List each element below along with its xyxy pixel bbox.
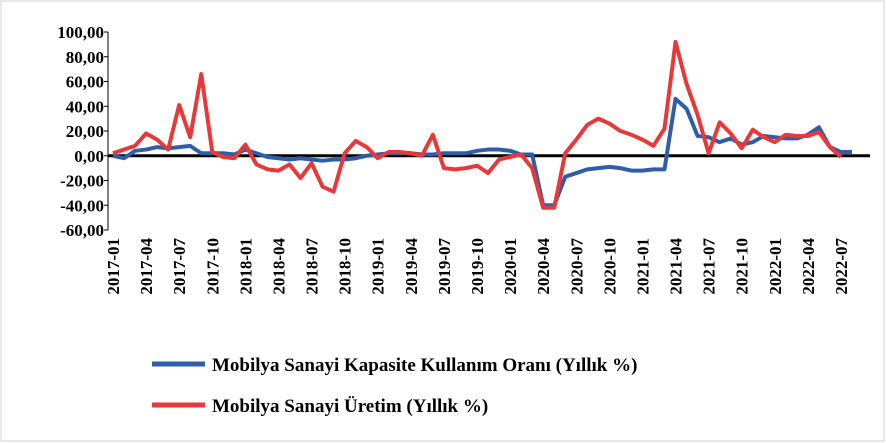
x-tick-label: 2017-07 (170, 238, 189, 295)
y-tick-label: 100,00 (57, 23, 104, 42)
y-tick-label: -40,00 (60, 196, 104, 215)
y-tick-label: -20,00 (60, 172, 104, 191)
x-tick-label: 2021-07 (700, 238, 719, 295)
y-tick-label: 20,00 (66, 122, 104, 141)
x-tick-label: 2020-04 (534, 238, 553, 295)
y-tick-label: 60,00 (66, 73, 104, 92)
x-tick-label: 2022-01 (766, 238, 785, 295)
x-tick-label: 2020-07 (567, 238, 586, 295)
x-tick-label: 2019-07 (435, 238, 454, 295)
x-tick-label: 2022-07 (832, 238, 851, 295)
x-tick-label: 2017-01 (104, 238, 123, 295)
x-tick-label: 2018-01 (236, 238, 255, 295)
x-tick-label: 2020-10 (600, 238, 619, 295)
x-tick-label: 2017-10 (203, 238, 222, 295)
y-tick-label: 40,00 (66, 97, 104, 116)
x-tick-label: 2021-04 (667, 238, 686, 295)
x-tick-label: 2017-04 (137, 238, 156, 295)
series-line (112, 39, 843, 210)
x-tick-label: 2019-01 (369, 238, 388, 295)
x-tick-label: 2021-01 (633, 238, 652, 295)
x-tick-label: 2019-10 (468, 238, 487, 295)
x-tick-label: 2021-10 (733, 238, 752, 295)
legend-label: Mobilya Sanayi Üretim (Yıllık %) (212, 396, 488, 417)
y-tick-label: 80,00 (66, 48, 104, 67)
x-tick-label: 2022-04 (799, 238, 818, 295)
x-tick-label: 2019-04 (402, 238, 421, 295)
y-tick-label: -60,00 (60, 221, 104, 240)
y-tick-label: 0,00 (74, 147, 104, 166)
x-tick-label: 2018-10 (336, 238, 355, 295)
legend-label: Mobilya Sanayi Kapasite Kullanım Oranı (… (212, 355, 637, 376)
x-tick-label: 2020-01 (501, 238, 520, 295)
x-tick-label: 2018-04 (269, 238, 288, 295)
x-tick-label: 2018-07 (303, 238, 322, 295)
